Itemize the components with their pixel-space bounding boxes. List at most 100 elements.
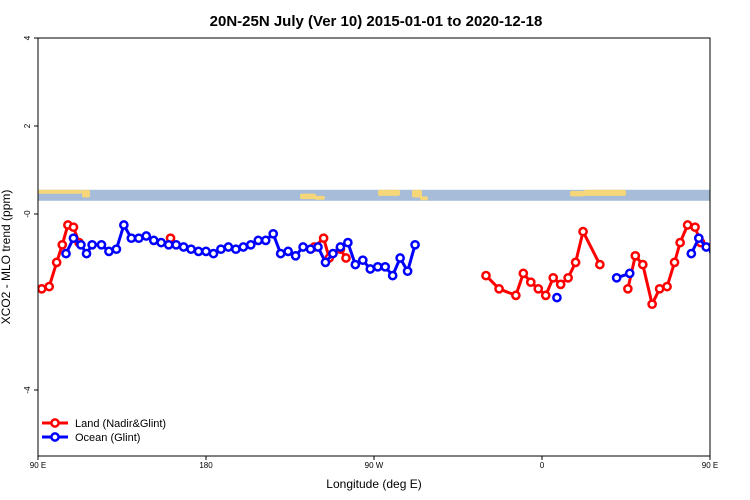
land-point	[481, 270, 491, 281]
y-tick-label: 4	[23, 35, 32, 40]
land-point	[570, 257, 581, 268]
ocean-point	[223, 242, 234, 252]
ocean-point	[260, 235, 271, 246]
land-point	[647, 299, 657, 310]
map-land	[82, 189, 90, 198]
series-layer	[38, 220, 747, 310]
land-point	[595, 259, 605, 270]
ocean-point	[238, 242, 249, 252]
ocean-point	[178, 242, 189, 252]
map-land	[300, 193, 316, 200]
land-point	[44, 281, 55, 292]
land-point	[675, 237, 685, 248]
land-point	[51, 257, 62, 268]
land-point	[682, 220, 693, 230]
y-tick-label: -0	[23, 210, 32, 218]
map-land	[420, 196, 428, 201]
ocean-point	[335, 242, 346, 252]
x-tick-label: 0	[540, 461, 545, 470]
ocean-point	[268, 228, 279, 239]
ocean-point	[156, 237, 167, 248]
land-point	[630, 250, 641, 261]
land-point	[637, 259, 648, 270]
land-point	[494, 283, 504, 294]
x-tick-label: 180	[199, 461, 213, 470]
land-point	[68, 222, 79, 233]
land-point	[578, 226, 588, 237]
legend-marker-land	[50, 418, 60, 428]
x-tick-label: 90 E	[702, 461, 718, 470]
ocean-point	[395, 253, 405, 263]
ocean-point	[186, 244, 196, 255]
ocean-point	[96, 239, 107, 250]
land-point	[548, 272, 559, 283]
ocean-point	[298, 242, 308, 252]
land-point	[318, 233, 329, 244]
ocean-point	[328, 248, 338, 259]
land-point	[38, 283, 47, 294]
ocean-point	[708, 248, 710, 255]
ocean-point	[725, 239, 732, 246]
ocean-point	[208, 248, 219, 259]
ocean-point	[163, 239, 174, 250]
ocean-point	[686, 248, 697, 259]
ocean-point	[365, 264, 376, 274]
map-land	[38, 189, 82, 194]
legend-label-ocean: Ocean (Glint)	[75, 432, 140, 444]
ocean-point	[119, 220, 129, 230]
ocean-point	[133, 233, 144, 244]
ocean-point	[718, 239, 725, 246]
land-point	[662, 281, 672, 292]
ocean-point	[171, 239, 181, 250]
ocean-point	[68, 233, 79, 244]
ocean-point	[372, 261, 383, 272]
land-point	[623, 283, 633, 294]
ocean-point	[410, 239, 420, 250]
ocean-point	[61, 248, 71, 259]
ocean-point	[624, 268, 635, 279]
ocean-point	[740, 246, 747, 253]
ocean-point	[76, 239, 86, 250]
ocean-point	[193, 246, 204, 257]
map-land	[412, 189, 422, 198]
ocean-point	[245, 239, 256, 250]
ocean-point	[148, 235, 159, 246]
ocean-point	[357, 255, 368, 266]
land-series-line	[484, 227, 602, 298]
land-point	[518, 268, 529, 279]
land-point	[525, 277, 536, 288]
chart-title: 20N-25N July (Ver 10) 2015-01-01 to 2020…	[210, 13, 543, 30]
land-point	[57, 239, 68, 250]
map-land	[314, 195, 325, 200]
ocean-point	[552, 292, 562, 303]
ocean-point	[231, 244, 241, 255]
map-land	[584, 189, 626, 196]
map-land	[570, 190, 585, 197]
ocean-point	[305, 244, 316, 255]
land-point	[654, 283, 665, 294]
ocean-point	[313, 242, 323, 252]
ocean-point	[387, 270, 398, 281]
legend-label-land: Land (Nadir&Glint)	[75, 418, 166, 430]
ocean-point	[104, 246, 114, 257]
ocean-point	[87, 239, 97, 250]
ocean-point	[126, 233, 137, 244]
ocean-point	[611, 272, 622, 283]
ocean-point	[701, 242, 710, 252]
ocean-point	[216, 244, 226, 255]
ocean-point	[343, 237, 353, 248]
ocean-point	[733, 248, 740, 255]
y-axis: 4 2 -0 -4	[23, 35, 38, 394]
y-tick-label: -4	[23, 386, 32, 394]
ocean-point	[290, 250, 301, 261]
ocean-point	[253, 235, 264, 246]
ocean-point	[350, 259, 361, 270]
land-point	[563, 272, 573, 283]
map-land	[378, 189, 400, 196]
ocean-point	[320, 257, 331, 268]
ocean-point	[201, 246, 211, 257]
ocean-point	[111, 244, 122, 255]
legend-marker-ocean	[50, 432, 60, 442]
ocean-point	[402, 266, 413, 277]
map-ocean	[38, 189, 710, 201]
